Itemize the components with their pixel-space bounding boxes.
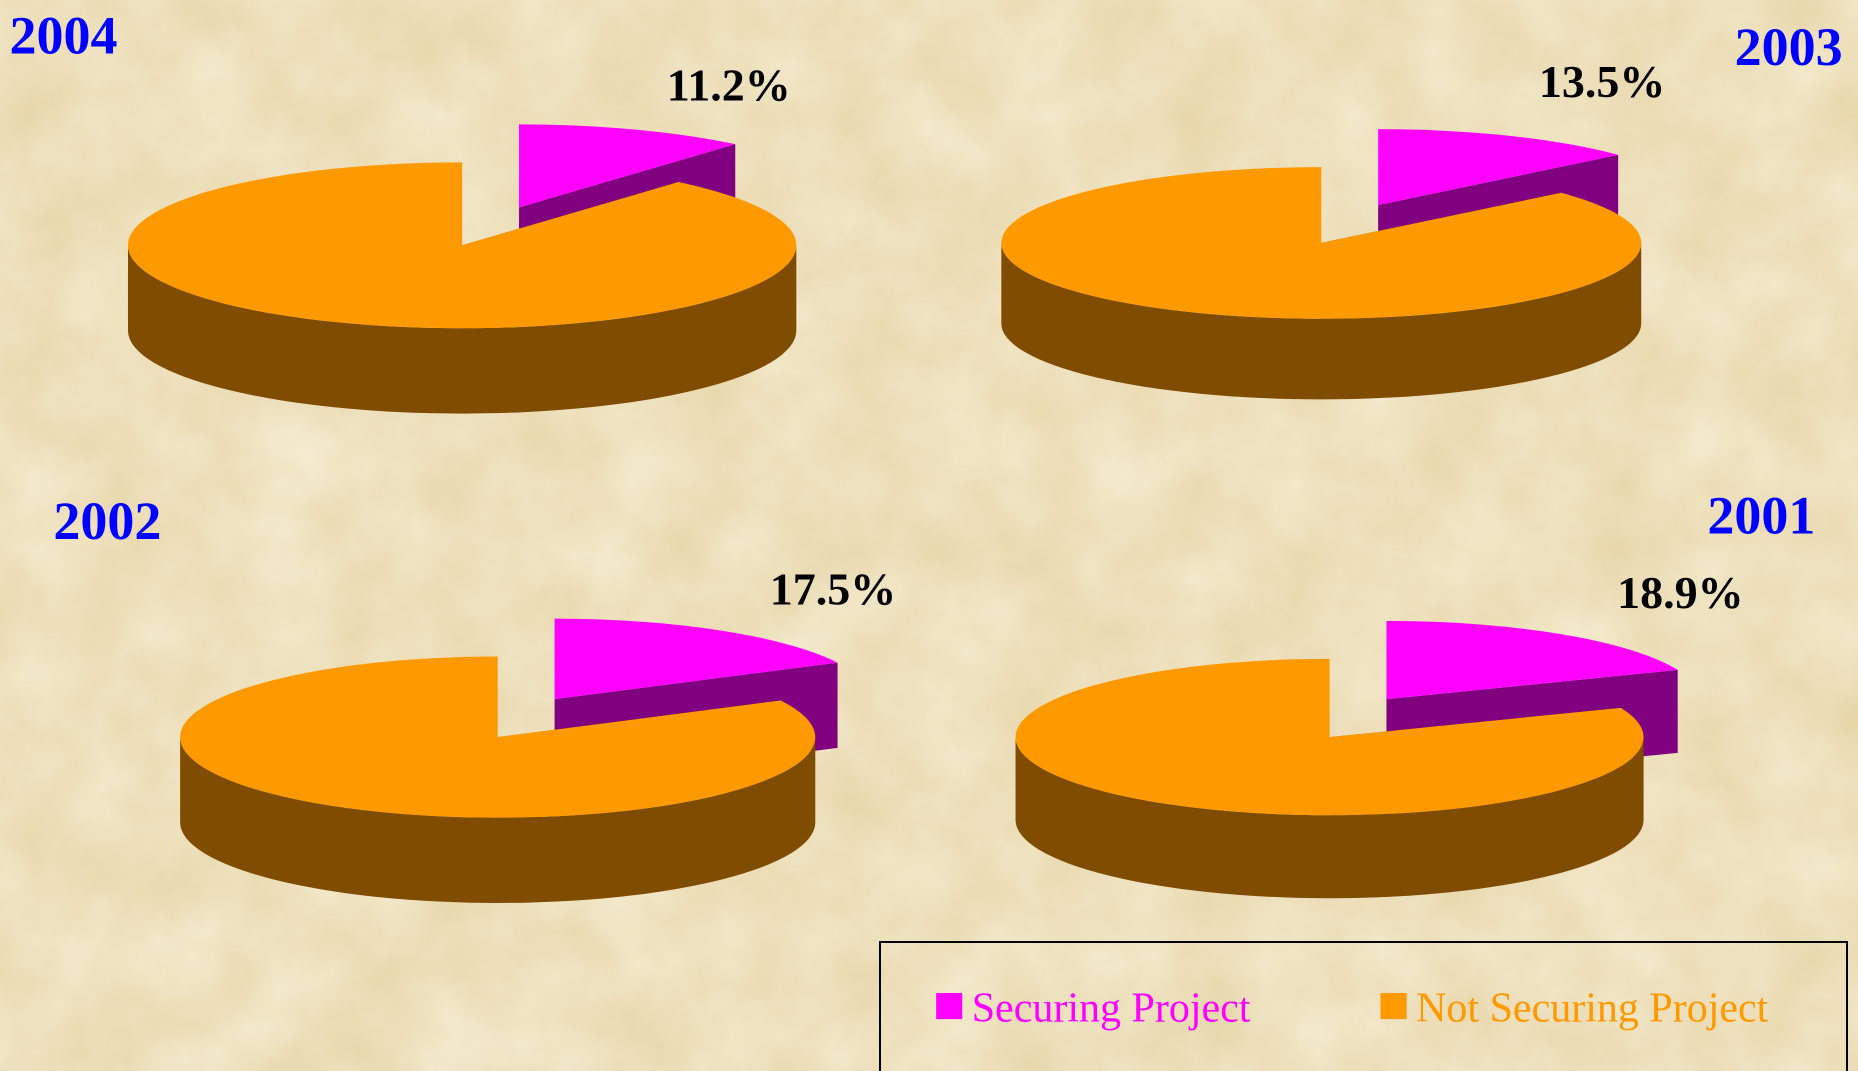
slice-wall <box>180 737 816 903</box>
pie-slice <box>1015 658 1644 816</box>
pie-slice <box>1001 167 1642 319</box>
chart-title: 2004 <box>9 5 117 65</box>
chart-title: 2002 <box>53 491 161 551</box>
legend-label: Not Securing Project <box>1416 985 1769 1031</box>
data-label: 13.5% <box>1539 56 1666 107</box>
data-label: 11.2% <box>667 60 791 111</box>
legend-swatch <box>1380 993 1407 1020</box>
legend-swatch <box>936 993 963 1020</box>
data-label: 18.9% <box>1617 567 1744 618</box>
data-label: 17.5% <box>770 563 897 614</box>
slice-wall <box>1015 737 1644 899</box>
legend-box <box>879 941 1848 1071</box>
slice-wall <box>127 245 797 414</box>
pie-slice <box>127 162 797 329</box>
pie-slice <box>519 124 736 208</box>
pie-slice <box>1386 620 1678 700</box>
chart-title: 2003 <box>1735 17 1843 77</box>
pie-slice <box>554 618 838 700</box>
pie-slice <box>1378 129 1619 206</box>
slice-wall <box>1001 242 1642 400</box>
chart-title: 2001 <box>1707 485 1815 545</box>
legend-label: Securing Project <box>972 985 1251 1031</box>
pie-slice <box>180 656 816 818</box>
